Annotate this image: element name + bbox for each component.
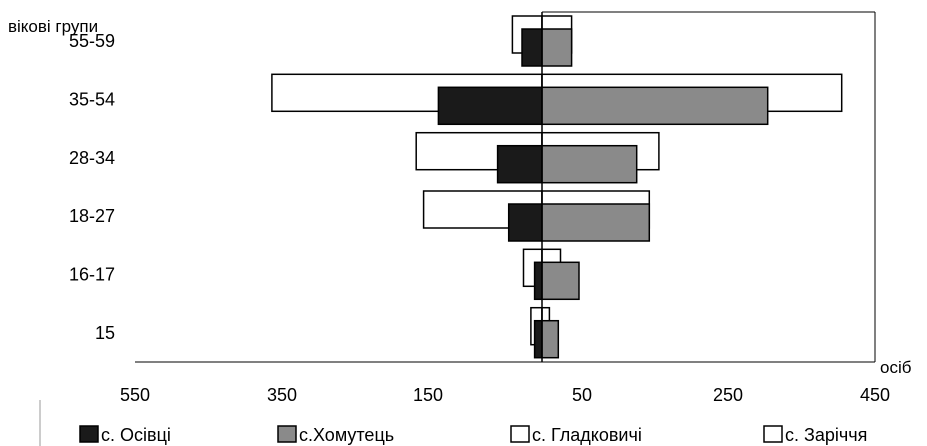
bar-18-27-2 (541, 203, 651, 242)
bar-16-17-2 (541, 261, 580, 301)
category-label: 55-59 (69, 31, 115, 51)
category-label: 18-27 (69, 206, 115, 226)
x-tick-label: 450 (860, 385, 890, 405)
legend-swatch (277, 425, 297, 443)
x-tick-label: 50 (572, 385, 592, 405)
x-tick-label: 150 (413, 385, 443, 405)
x-tick-label: 350 (267, 385, 297, 405)
bar-28-34-1 (496, 144, 543, 184)
bar-16-17-1 (533, 261, 543, 301)
legend: с. Осівці с.Хомутець с. Гладковичі с. Заріч… (79, 425, 867, 445)
x-axis-title: осіб (880, 358, 912, 377)
category-label: 16-17 (69, 265, 115, 285)
legend-swatch (763, 425, 783, 443)
bar-55-59-2 (541, 28, 573, 67)
x-tick-label: 250 (713, 385, 743, 405)
category-label: 28-34 (69, 148, 115, 168)
bar-15-1 (533, 319, 543, 359)
category-label: 35-54 (69, 90, 115, 110)
legend-swatch (79, 425, 99, 443)
legend-swatch (510, 425, 530, 443)
bar-15-2 (541, 319, 560, 359)
bar-35-54-1 (437, 86, 543, 126)
bars-layer (271, 15, 843, 359)
x-tick-labels: 550 350 150 50 250 450 (120, 385, 890, 405)
x-tick-label: 550 (120, 385, 150, 405)
legend-label: с.Хомутець (299, 425, 394, 445)
legend-label: с. Осівці (101, 425, 171, 445)
legend-label: с. Заріччя (785, 425, 867, 445)
legend-label: с. Гладковичі (532, 425, 642, 445)
category-labels: 55-59 35-54 28-34 18-27 16-17 15 (69, 31, 115, 343)
bar-35-54-2 (541, 86, 769, 126)
y-axis-title: вікові групи (8, 17, 98, 36)
bar-55-59-1 (521, 28, 543, 67)
category-label: 15 (95, 323, 115, 343)
bar-28-34-2 (541, 144, 638, 184)
bar-18-27-1 (507, 203, 543, 242)
